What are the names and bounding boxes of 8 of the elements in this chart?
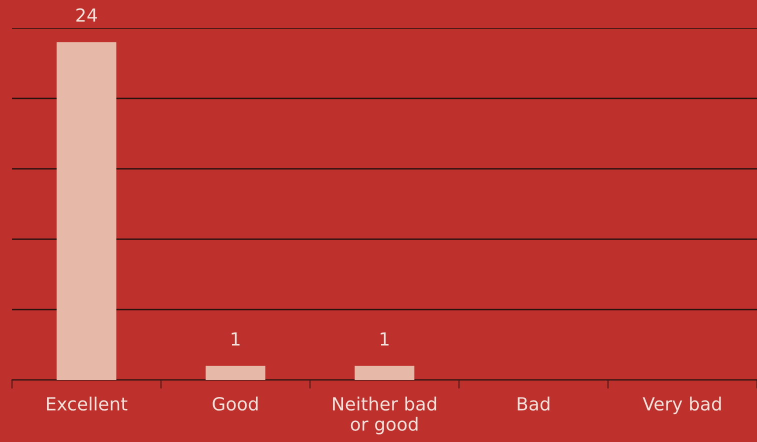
data-label: 24 xyxy=(76,8,97,22)
x-tick-label: Bad xyxy=(518,396,550,411)
x-tick-label: Excellent xyxy=(47,396,128,411)
x-tick-label: Good xyxy=(212,396,258,411)
x-tick-label: Neither bad or good xyxy=(333,396,436,434)
data-label: 1 xyxy=(380,332,389,346)
x-tick-label: Very bad xyxy=(642,396,721,414)
data-label: 1 xyxy=(232,332,240,346)
